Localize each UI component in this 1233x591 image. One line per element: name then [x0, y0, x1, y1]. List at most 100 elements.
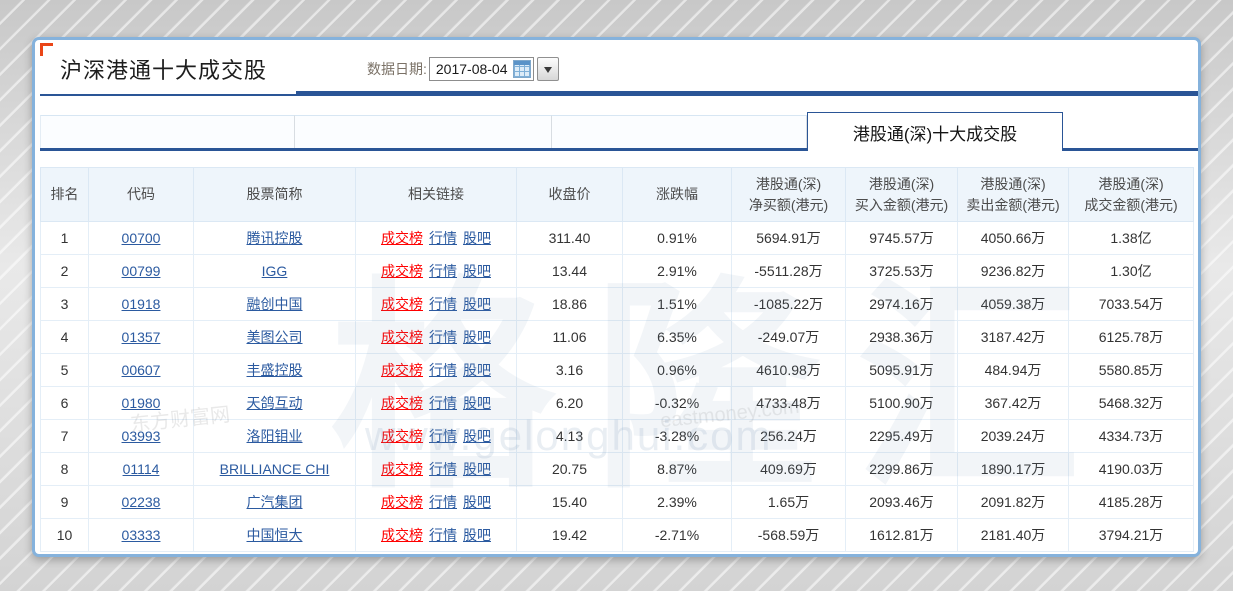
tab-bar: 港股通(深)十大成交股: [40, 112, 1198, 151]
quote-link[interactable]: 行情: [429, 362, 457, 378]
stock-code-link[interactable]: 00607: [121, 362, 161, 378]
stock-code-link[interactable]: 01114: [122, 461, 160, 477]
stock-name-link[interactable]: 腾讯控股: [246, 230, 303, 246]
forum-link[interactable]: 股吧: [463, 527, 491, 543]
deal-rank-link[interactable]: 成交榜: [381, 461, 423, 477]
forum-link[interactable]: 股吧: [463, 263, 491, 279]
name-cell: 中国恒大: [193, 518, 356, 552]
forum-link[interactable]: 股吧: [463, 461, 491, 477]
deal-rank-link[interactable]: 成交榜: [381, 428, 423, 444]
name-cell: 天鸽互动: [193, 386, 356, 420]
stock-code-link[interactable]: 01918: [121, 296, 161, 312]
rank-cell: 6: [40, 386, 89, 420]
close-cell: 311.40: [516, 221, 623, 255]
deal-rank-link[interactable]: 成交榜: [381, 362, 423, 378]
stock-code-link[interactable]: 00700: [121, 230, 161, 246]
main-panel: 沪深港通十大成交股 数据日期: 2017-08-04 港股通(深)十大成交股 排…: [32, 37, 1201, 557]
net-buy-cell: 5694.91万: [731, 221, 846, 255]
title-underline-thin: [40, 94, 296, 96]
rank-cell: 8: [40, 452, 89, 486]
forum-link[interactable]: 股吧: [463, 395, 491, 411]
table-row: 7 03993 洛阳钼业 成交榜 行情 股吧 4.13 -3.28% 256.24万…: [40, 419, 1194, 453]
deal-rank-link[interactable]: 成交榜: [381, 395, 423, 411]
links-cell: 成交榜 行情 股吧: [355, 419, 517, 453]
tab-blank-1[interactable]: [40, 115, 295, 148]
chevron-down-icon[interactable]: [536, 57, 559, 81]
buy-cell: 9745.57万: [845, 221, 958, 255]
quote-link[interactable]: 行情: [429, 329, 457, 345]
stock-code-link[interactable]: 03993: [121, 428, 161, 444]
quote-link[interactable]: 行情: [429, 428, 457, 444]
quote-link[interactable]: 行情: [429, 296, 457, 312]
quote-link[interactable]: 行情: [429, 494, 457, 510]
col-links: 相关链接: [355, 167, 517, 222]
sell-cell: 4059.38万: [957, 287, 1069, 321]
stock-code-link[interactable]: 01357: [121, 329, 161, 345]
stock-name-link[interactable]: 融创中国: [246, 296, 303, 312]
col-change: 涨跌幅: [622, 167, 732, 222]
turnover-cell: 3794.21万: [1068, 518, 1194, 552]
stock-code-link[interactable]: 01980: [121, 395, 161, 411]
stock-code-link[interactable]: 00799: [121, 263, 161, 279]
date-label: 数据日期:: [367, 61, 427, 77]
deal-rank-link[interactable]: 成交榜: [381, 329, 423, 345]
sell-cell: 484.94万: [957, 353, 1069, 387]
forum-link[interactable]: 股吧: [463, 296, 491, 312]
buy-cell: 3725.53万: [845, 254, 958, 288]
tab-blank-3[interactable]: [552, 115, 807, 148]
tab-blank-2[interactable]: [295, 115, 552, 148]
links-cell: 成交榜 行情 股吧: [355, 221, 517, 255]
tab-hk-connect-sz[interactable]: 港股通(深)十大成交股: [807, 112, 1063, 151]
stock-name-link[interactable]: BRILLIANCE CHI: [219, 461, 330, 477]
date-input[interactable]: 2017-08-04: [428, 57, 534, 81]
col-net-buy: 港股通(深) 净买额(港元): [731, 167, 846, 222]
quote-link[interactable]: 行情: [429, 230, 457, 246]
top10-stocks-table: 排名 代码 股票简称 相关链接 收盘价 涨跌幅 港股通(深) 净买额(港元) 港股…: [40, 167, 1194, 552]
close-cell: 6.20: [516, 386, 623, 420]
calendar-icon[interactable]: [512, 60, 531, 78]
change-cell: -3.28%: [622, 419, 732, 453]
name-cell: IGG: [193, 254, 356, 288]
stock-name-link[interactable]: IGG: [261, 263, 288, 279]
sell-cell: 367.42万: [957, 386, 1069, 420]
rank-cell: 4: [40, 320, 89, 354]
col-turnover: 港股通(深) 成交金额(港元): [1068, 167, 1194, 222]
deal-rank-link[interactable]: 成交榜: [381, 263, 423, 279]
name-cell: BRILLIANCE CHI: [193, 452, 356, 486]
net-buy-cell: -568.59万: [731, 518, 846, 552]
turnover-cell: 6125.78万: [1068, 320, 1194, 354]
deal-rank-link[interactable]: 成交榜: [381, 230, 423, 246]
date-controls: 数据日期: 2017-08-04: [367, 56, 559, 82]
deal-rank-link[interactable]: 成交榜: [381, 296, 423, 312]
quote-link[interactable]: 行情: [429, 461, 457, 477]
links-cell: 成交榜 行情 股吧: [355, 353, 517, 387]
stock-name-link[interactable]: 洛阳钼业: [246, 428, 303, 444]
forum-link[interactable]: 股吧: [463, 230, 491, 246]
stock-name-link[interactable]: 丰盛控股: [246, 362, 303, 378]
change-cell: 2.39%: [622, 485, 732, 519]
deal-rank-link[interactable]: 成交榜: [381, 494, 423, 510]
stock-code-link[interactable]: 03333: [121, 527, 161, 543]
deal-rank-link[interactable]: 成交榜: [381, 527, 423, 543]
stock-name-link[interactable]: 美图公司: [246, 329, 303, 345]
table-row: 2 00799 IGG 成交榜 行情 股吧 13.44 2.91% -5511.28…: [40, 254, 1194, 288]
buy-cell: 2299.86万: [845, 452, 958, 486]
stock-name-link[interactable]: 中国恒大: [246, 527, 303, 543]
stock-name-link[interactable]: 广汽集团: [246, 494, 303, 510]
stock-name-link[interactable]: 天鸽互动: [246, 395, 303, 411]
forum-link[interactable]: 股吧: [463, 494, 491, 510]
date-value: 2017-08-04: [435, 61, 508, 77]
quote-link[interactable]: 行情: [429, 395, 457, 411]
turnover-cell: 4334.73万: [1068, 419, 1194, 453]
code-cell: 01114: [88, 452, 194, 486]
change-cell: -0.32%: [622, 386, 732, 420]
rank-cell: 2: [40, 254, 89, 288]
stock-code-link[interactable]: 02238: [121, 494, 161, 510]
forum-link[interactable]: 股吧: [463, 362, 491, 378]
forum-link[interactable]: 股吧: [463, 428, 491, 444]
turnover-cell: 1.38亿: [1068, 221, 1194, 255]
name-cell: 融创中国: [193, 287, 356, 321]
quote-link[interactable]: 行情: [429, 263, 457, 279]
quote-link[interactable]: 行情: [429, 527, 457, 543]
forum-link[interactable]: 股吧: [463, 329, 491, 345]
